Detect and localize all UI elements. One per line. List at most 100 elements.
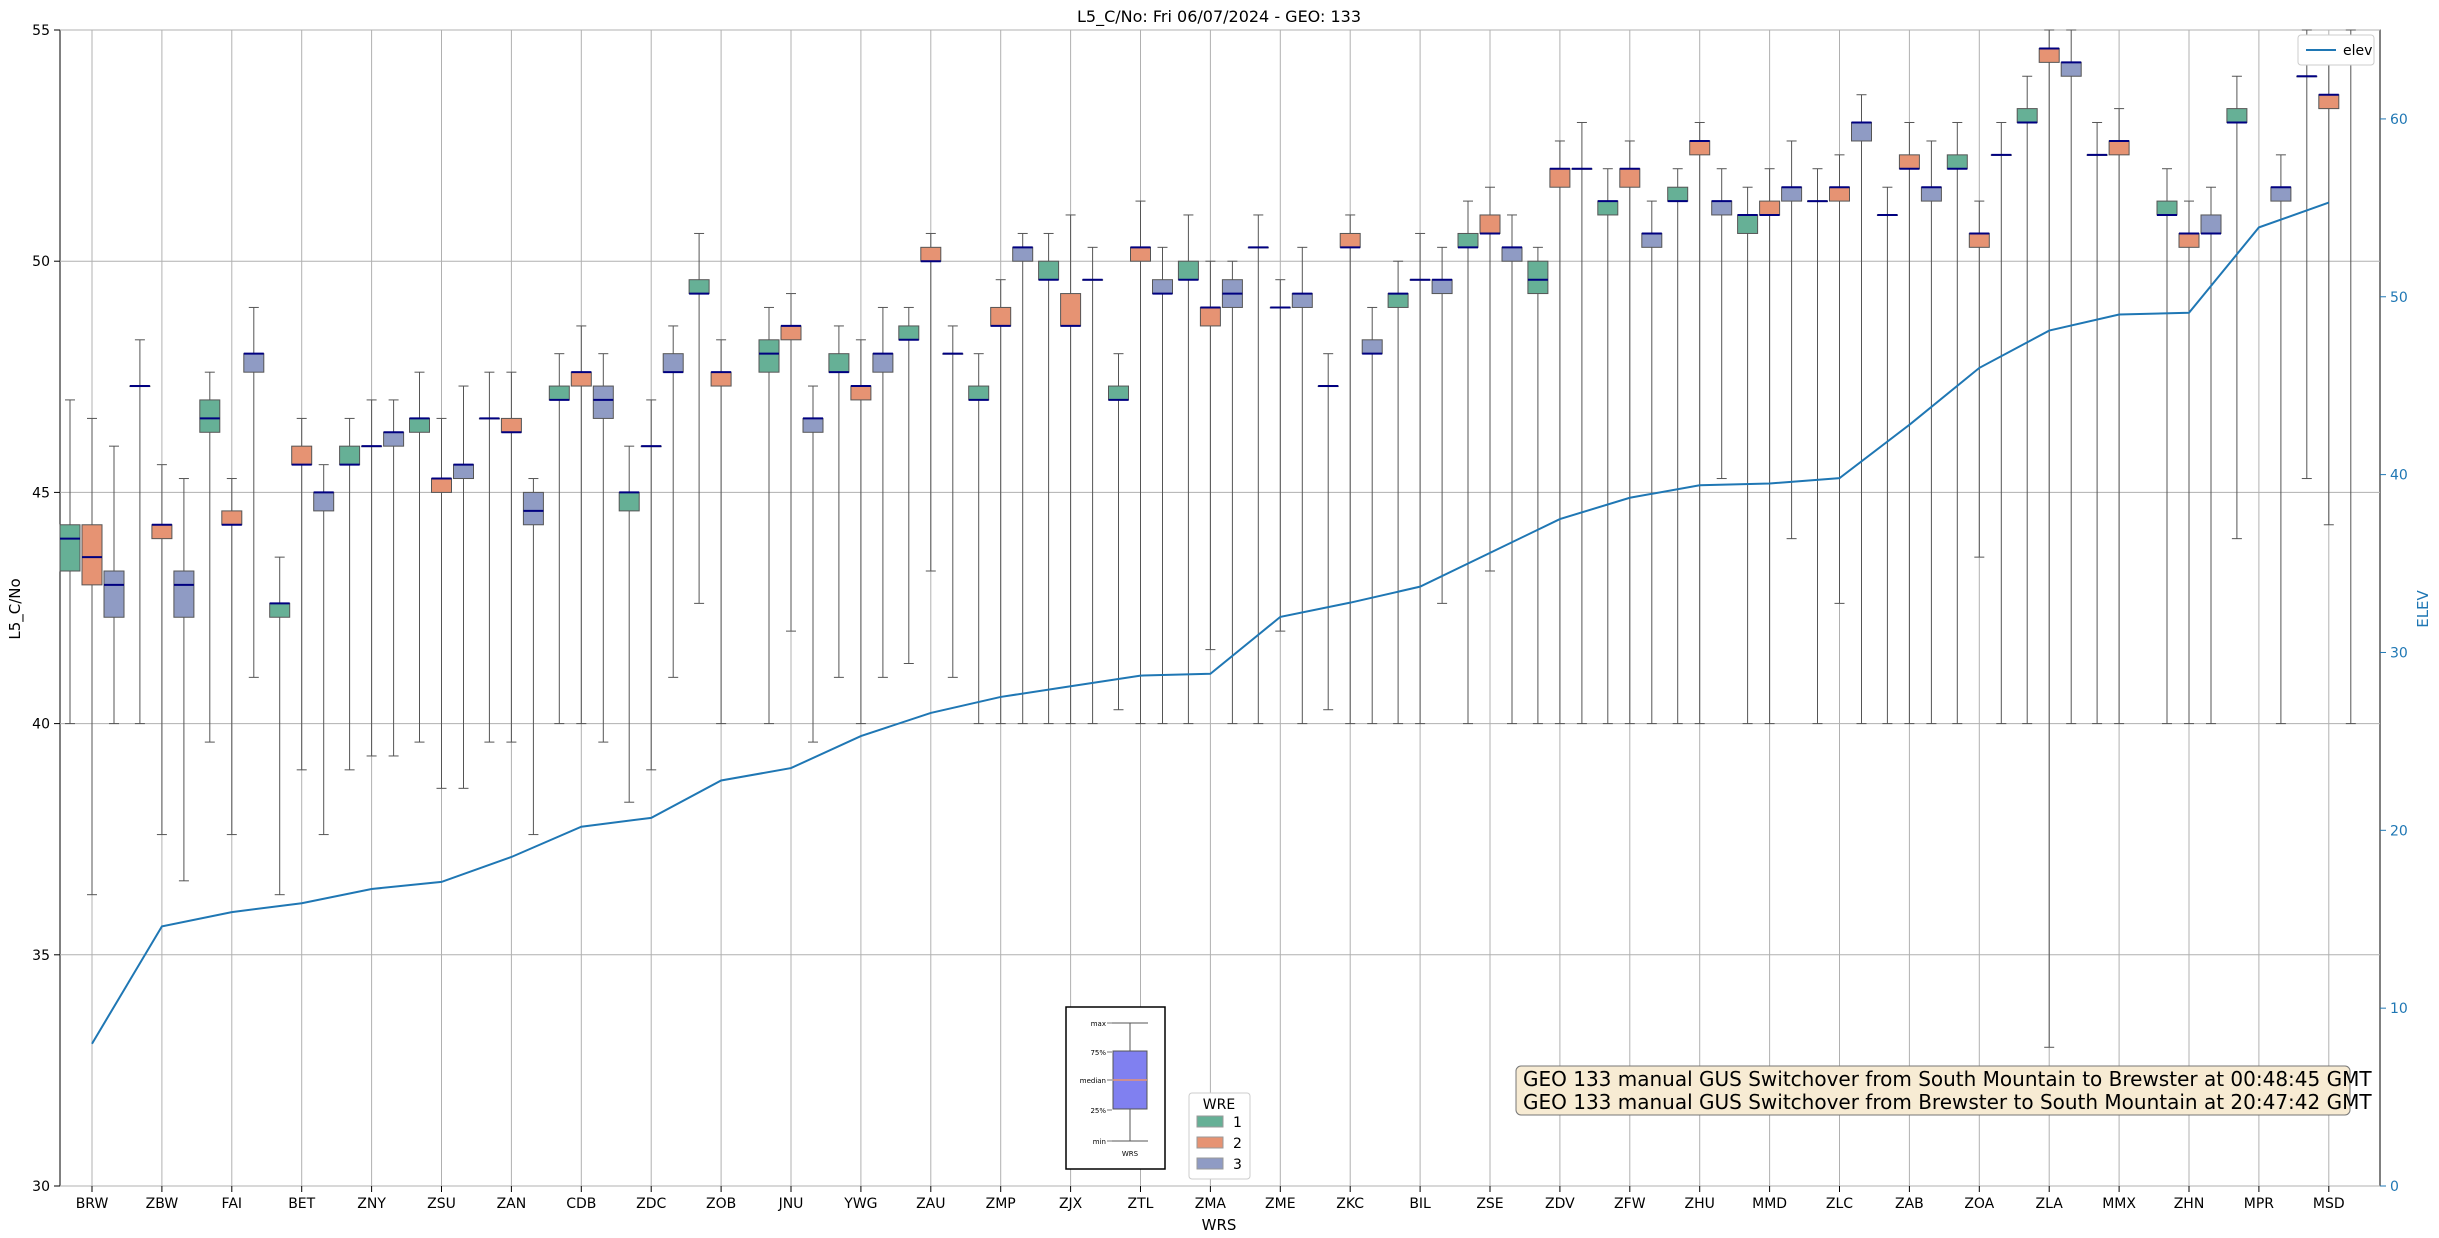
box-body [1829,186,1850,202]
chart-title: L5_C/No: Fri 06/07/2024 - GEO: 133 [1077,7,1361,27]
box-body [2270,186,2292,202]
key-label-2: median [1080,1077,1106,1085]
x-tick-label-ZJX: ZJX [1059,1196,1083,1212]
box-body [1038,260,1060,281]
box-body [1920,186,1942,202]
box-ZFW-wre2 [1619,140,1641,725]
box-body [1667,186,1689,202]
box-body [548,385,570,401]
box-body [828,353,850,373]
y-axis-label: L5_C/No [6,578,25,639]
box-body [221,510,243,526]
box-ZNY-wre2 [361,399,383,757]
box-MPR-wre1 [2226,75,2248,540]
box-YWG-wre3 [872,306,894,678]
box-body [1479,214,1501,234]
box-body [1387,293,1409,308]
box-ZNY-wre3 [383,399,405,757]
wre-legend: WRE 1 2 3 [1188,1092,1251,1180]
box-CDB-wre3 [592,353,614,743]
box-body [409,417,430,433]
box-body [313,491,335,512]
wre-legend-label-3: 3 [1233,1157,1242,1173]
x-tick-label-ZFW: ZFW [1614,1196,1646,1212]
box-body [968,385,990,401]
box-ZAN-wre3 [522,478,544,836]
box-body [1597,200,1619,216]
box-body [151,524,173,540]
wre-legend-title: WRE [1203,1097,1235,1113]
box-BET-wre1 [269,556,291,896]
box-body [850,385,872,401]
box-body [383,431,405,447]
box-ZLA-wre3 [2060,29,2082,725]
box-body [662,353,684,373]
box-body [592,385,614,419]
box-ZDC-wre1 [618,445,640,803]
box-body [1689,140,1711,156]
box-ZAU-wre1 [898,306,920,664]
plot-frame [59,29,2381,1187]
box-YWG-wre1 [828,325,850,678]
box-ZBW-wre3 [173,478,195,882]
box-body [758,339,780,373]
box-body [291,445,313,466]
box-body [1060,293,1082,327]
box-ZSE-wre1 [1457,200,1479,725]
box-ZFW-wre1 [1597,168,1619,725]
box-ZAB-wre2 [1898,121,1920,725]
left-tick-label-55: 55 [32,23,50,39]
left-tick-label-50: 50 [32,254,50,270]
box-body [1501,246,1523,262]
annotation-box: GEO 133 manual GUS Switchover from South… [1515,1065,2372,1116]
box-key-inset: max 75% median 25% min WRS [1065,1006,1166,1170]
box-body [81,524,103,586]
box-body [1457,232,1479,248]
box-body [1152,279,1173,295]
box-body [339,445,361,466]
box-ZME-wre3 [1291,246,1313,725]
y-axis-label-right: ELEV [2414,589,2432,627]
box-MMX-wre1 [2086,121,2108,725]
box-ZOB-wre2 [710,339,732,725]
box-JNU-wre2 [780,293,802,632]
annotation-line-2: GEO 133 manual GUS Switchover from Brews… [1523,1090,2372,1114]
box-body [1759,200,1781,216]
box-body [802,417,824,433]
x-tick-label-ZAU: ZAU [916,1196,945,1212]
box-YWG-wre2 [850,339,872,725]
x-tick-label-BRW: BRW [76,1196,109,1212]
box-ZOA-wre3 [1990,121,2012,725]
x-tick-label-ZHU: ZHU [1685,1196,1715,1212]
box-ZME-wre2 [1269,279,1291,632]
box-ZHU-wre2 [1689,121,1711,725]
box-ZHU-wre1 [1667,168,1689,725]
x-tick-label-ZAB: ZAB [1895,1196,1924,1212]
box-body [2016,108,2038,123]
box-body [1199,306,1221,327]
box-body [1012,246,1034,262]
plot-area [59,29,2381,1187]
box-ZFW-wre3 [1641,200,1663,725]
box-ZAU-wre2 [920,232,942,572]
elev-legend-label: elev [2343,43,2372,59]
x-tick-label-ZTL: ZTL [1128,1196,1154,1212]
box-body [1549,168,1571,188]
box-JNU-wre3 [802,385,824,743]
x-tick-label-BET: BET [288,1196,315,1212]
box-ZKC-wre3 [1361,306,1383,725]
box-ZDC-wre2 [640,399,662,771]
wre-legend-label-1: 1 [1233,1115,1242,1131]
box-MMX-wre2 [2108,108,2130,725]
box-body [500,417,522,433]
box-body [1130,246,1151,262]
box-ZBW-wre1 [129,339,151,725]
x-tick-label-ZBW: ZBW [146,1196,179,1212]
key-label-1: 75% [1090,1049,1106,1057]
box-body [920,246,942,262]
box-ZMA-wre1 [1177,214,1199,725]
x-tick-label-MSD: MSD [2313,1196,2345,1212]
box-BIL-wre3 [1431,246,1453,604]
box-body [173,570,195,618]
